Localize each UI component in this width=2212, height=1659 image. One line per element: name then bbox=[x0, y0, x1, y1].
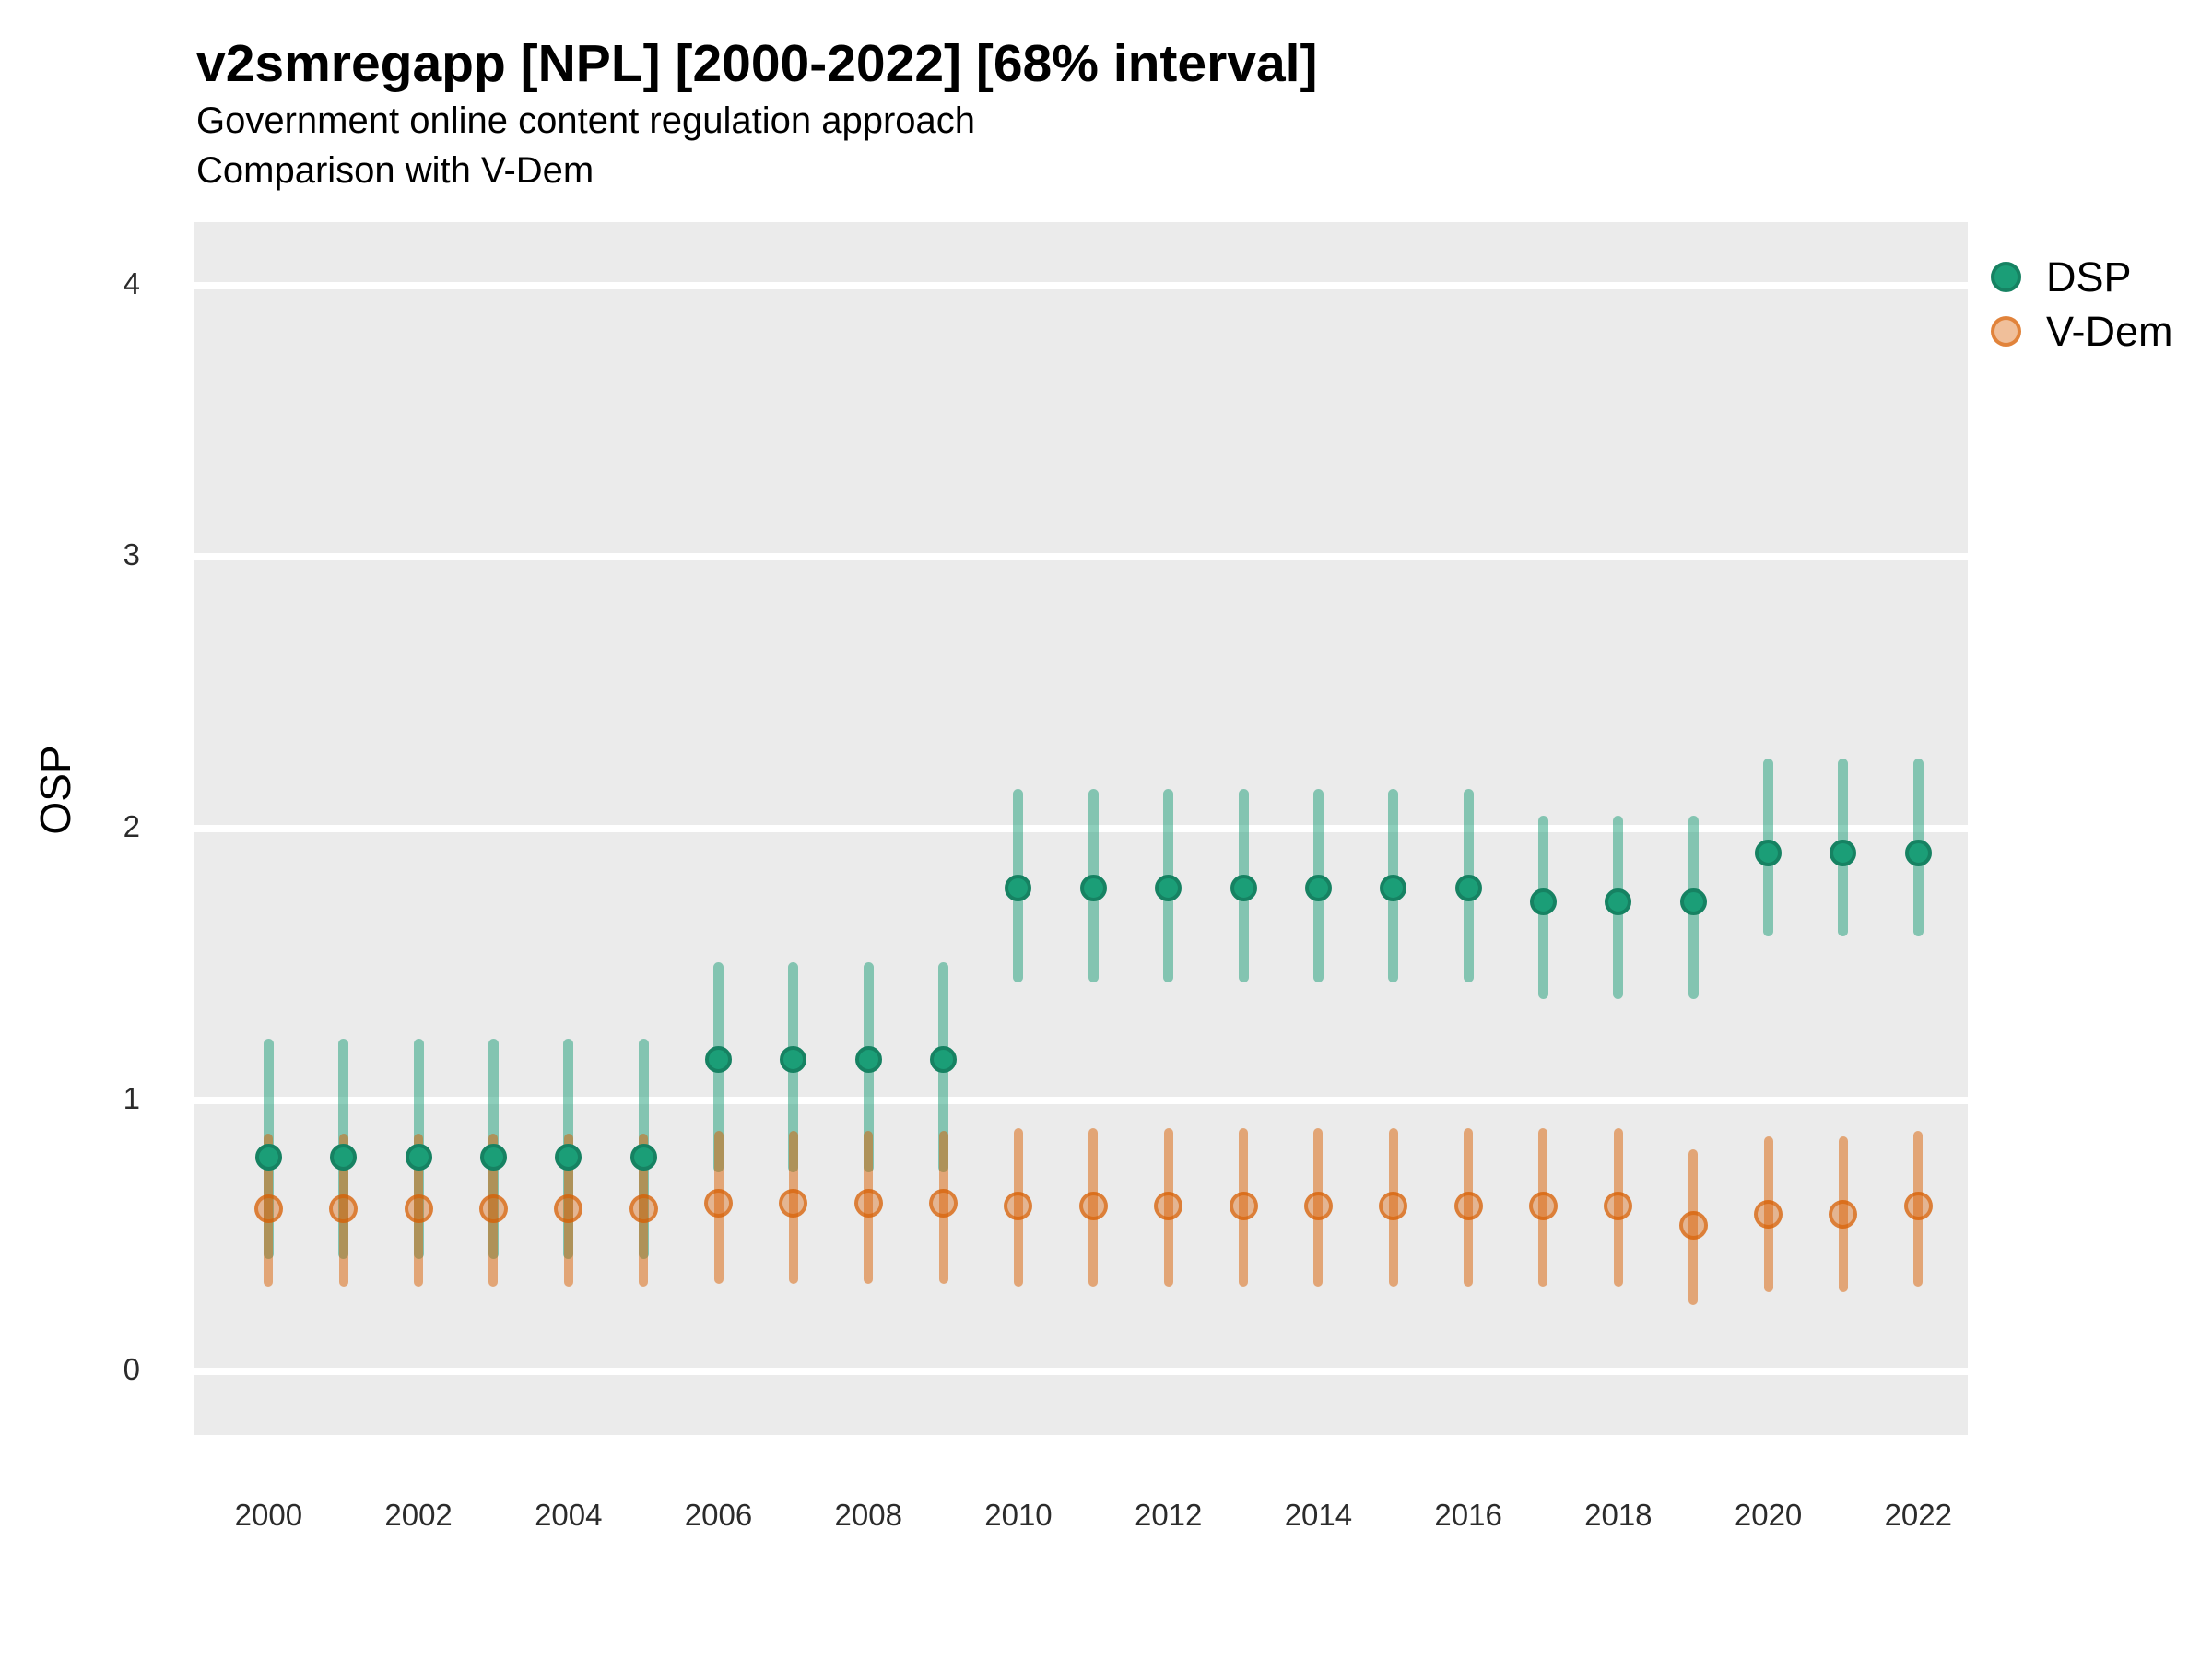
vdem-point-2011 bbox=[1078, 1191, 1108, 1220]
dsp-point-2018 bbox=[1605, 888, 1632, 916]
vdem-point-2005 bbox=[629, 1194, 658, 1223]
vdem-point-2009 bbox=[929, 1188, 959, 1218]
dsp-point-2008 bbox=[854, 1045, 882, 1073]
dsp-point-2013 bbox=[1230, 875, 1257, 902]
vdem-point-2017 bbox=[1528, 1191, 1558, 1220]
legend-label-vdem: V-Dem bbox=[2046, 307, 2173, 355]
dsp-point-2000 bbox=[254, 1143, 282, 1171]
dsp-point-2012 bbox=[1155, 875, 1182, 902]
dsp-point-2002 bbox=[405, 1143, 432, 1171]
chart-subtitle-line2: Comparison with V-Dem bbox=[196, 150, 594, 191]
x-tick-label-2002: 2002 bbox=[384, 1498, 453, 1532]
dsp-point-2016 bbox=[1454, 875, 1482, 902]
vdem-point-2022 bbox=[1903, 1191, 1933, 1220]
dsp-point-2006 bbox=[705, 1045, 733, 1073]
vdem-point-2007 bbox=[779, 1188, 808, 1218]
vdem-point-2008 bbox=[853, 1188, 883, 1218]
x-tick-label-2008: 2008 bbox=[834, 1498, 902, 1532]
dsp-point-2019 bbox=[1679, 888, 1707, 916]
legend-dot-vdem-icon bbox=[1991, 316, 2021, 347]
chart-subtitle-line1: Government online content regulation app… bbox=[196, 100, 975, 141]
x-tick-label-2020: 2020 bbox=[1734, 1498, 1803, 1532]
dsp-point-2015 bbox=[1380, 875, 1407, 902]
vdem-point-2014 bbox=[1303, 1191, 1333, 1220]
legend-label-dsp: DSP bbox=[2046, 253, 2132, 300]
legend-dot-dsp-icon bbox=[1991, 262, 2021, 292]
gridline-y-2 bbox=[194, 825, 1968, 832]
vdem-point-2018 bbox=[1604, 1191, 1633, 1220]
x-tick-label-2014: 2014 bbox=[1284, 1498, 1353, 1532]
vdem-point-2003 bbox=[478, 1194, 508, 1223]
vdem-point-2019 bbox=[1678, 1210, 1708, 1240]
legend-item-dsp: DSP bbox=[1991, 253, 2173, 300]
x-tick-label-2010: 2010 bbox=[984, 1498, 1053, 1532]
x-tick-label-2012: 2012 bbox=[1134, 1498, 1203, 1532]
dsp-point-2011 bbox=[1079, 875, 1107, 902]
y-tick-label-4: 4 bbox=[123, 265, 140, 300]
y-tick-label-1: 1 bbox=[123, 1080, 140, 1115]
x-tick-label-2004: 2004 bbox=[535, 1498, 603, 1532]
dsp-point-2003 bbox=[479, 1143, 507, 1171]
gridline-y-4 bbox=[194, 281, 1968, 289]
legend: DSP V-Dem bbox=[1991, 253, 2173, 364]
dsp-point-2022 bbox=[1904, 840, 1932, 866]
x-tick-label-2000: 2000 bbox=[234, 1498, 303, 1532]
dsp-point-2009 bbox=[930, 1045, 958, 1073]
vdem-point-2016 bbox=[1453, 1191, 1483, 1220]
x-tick-label-2016: 2016 bbox=[1434, 1498, 1502, 1532]
y-tick-label-3: 3 bbox=[123, 537, 140, 572]
x-tick-label-2006: 2006 bbox=[684, 1498, 753, 1532]
dsp-point-2001 bbox=[330, 1143, 358, 1171]
vdem-point-2020 bbox=[1754, 1199, 1783, 1229]
dsp-point-2005 bbox=[629, 1143, 657, 1171]
gridline-y-1 bbox=[194, 1096, 1968, 1104]
dsp-point-2010 bbox=[1005, 875, 1032, 902]
legend-item-vdem: V-Dem bbox=[1991, 307, 2173, 355]
vdem-point-2006 bbox=[704, 1188, 734, 1218]
vdem-point-2013 bbox=[1229, 1191, 1258, 1220]
x-tick-label-2022: 2022 bbox=[1884, 1498, 1952, 1532]
plot-panel bbox=[194, 222, 1968, 1435]
gridline-y-0 bbox=[194, 1368, 1968, 1376]
x-tick-label-2018: 2018 bbox=[1584, 1498, 1653, 1532]
vdem-point-2021 bbox=[1829, 1199, 1858, 1229]
y-tick-label-0: 0 bbox=[123, 1352, 140, 1387]
dsp-point-2021 bbox=[1830, 840, 1857, 866]
vdem-point-2012 bbox=[1154, 1191, 1183, 1220]
vdem-point-2004 bbox=[554, 1194, 583, 1223]
dsp-point-2007 bbox=[780, 1045, 807, 1073]
vdem-point-2002 bbox=[404, 1194, 433, 1223]
vdem-point-2015 bbox=[1379, 1191, 1408, 1220]
vdem-point-2001 bbox=[329, 1194, 359, 1223]
dsp-point-2020 bbox=[1755, 840, 1783, 866]
dsp-point-2004 bbox=[555, 1143, 582, 1171]
dsp-point-2017 bbox=[1529, 888, 1557, 916]
gridline-y-3 bbox=[194, 553, 1968, 561]
chart-title: v2smregapp [NPL] [2000-2022] [68% interv… bbox=[196, 34, 1318, 93]
vdem-point-2010 bbox=[1004, 1191, 1033, 1220]
y-tick-label-2: 2 bbox=[123, 809, 140, 843]
dsp-point-2014 bbox=[1304, 875, 1332, 902]
vdem-point-2000 bbox=[253, 1194, 283, 1223]
